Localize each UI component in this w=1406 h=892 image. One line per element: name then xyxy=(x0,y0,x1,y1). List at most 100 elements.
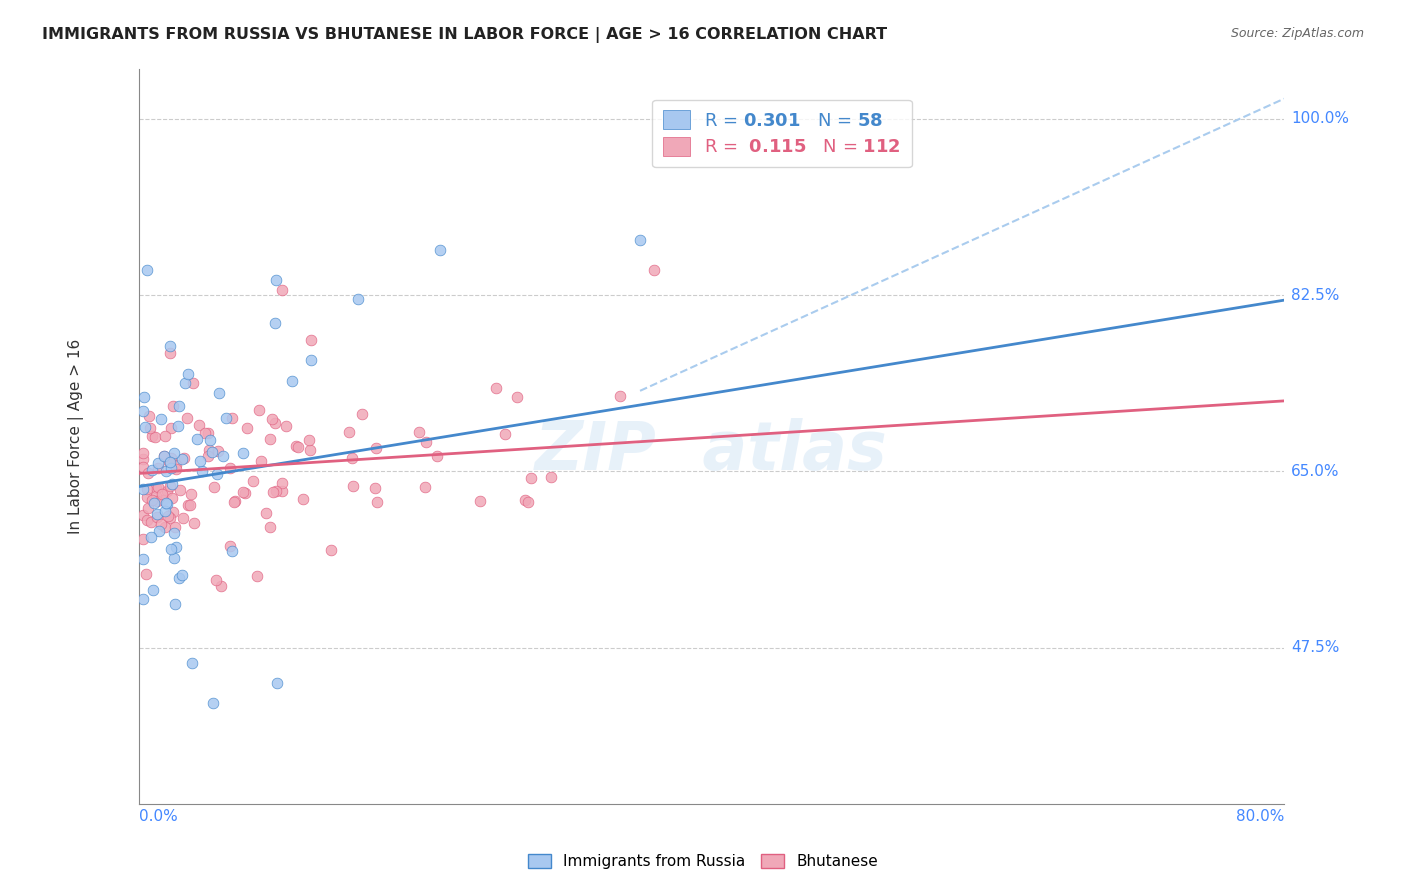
Point xyxy=(190,454,212,468)
Point xyxy=(170,568,193,582)
Point xyxy=(198,433,221,447)
Point xyxy=(141,428,163,442)
Point xyxy=(485,381,508,395)
Point xyxy=(155,496,177,510)
Text: IMMIGRANTS FROM RUSSIA VS BHUTANESE IN LABOR FORCE | AGE > 16 CORRELATION CHART: IMMIGRANTS FROM RUSSIA VS BHUTANESE IN L… xyxy=(42,27,887,43)
Point xyxy=(153,449,176,463)
Point xyxy=(160,491,183,506)
Point xyxy=(157,455,180,469)
Text: 82.5%: 82.5% xyxy=(1291,287,1340,302)
Point xyxy=(180,656,202,670)
Point xyxy=(157,509,180,524)
Point xyxy=(177,367,200,381)
Point xyxy=(202,480,225,494)
Point xyxy=(132,552,155,566)
Point xyxy=(181,376,204,391)
Point xyxy=(264,483,287,498)
Point xyxy=(152,493,174,508)
Point xyxy=(145,481,167,495)
Point xyxy=(160,460,183,475)
Point xyxy=(163,525,186,540)
Point xyxy=(198,442,221,457)
Point xyxy=(145,489,167,503)
Point xyxy=(132,532,155,546)
Point xyxy=(135,566,157,581)
Point xyxy=(136,512,159,526)
Point xyxy=(207,385,229,400)
Point xyxy=(191,464,214,478)
Point xyxy=(134,420,156,434)
Point xyxy=(274,419,297,434)
Point xyxy=(136,263,159,277)
Point xyxy=(156,484,179,499)
Point xyxy=(494,427,516,442)
Point xyxy=(163,446,186,460)
Point xyxy=(159,479,181,493)
Point xyxy=(136,482,159,496)
Text: 47.5%: 47.5% xyxy=(1291,640,1340,655)
Point xyxy=(169,483,191,497)
Point xyxy=(235,486,257,500)
Point xyxy=(162,551,184,566)
Point xyxy=(263,316,285,330)
Point xyxy=(342,450,364,465)
Point xyxy=(201,696,224,710)
Point xyxy=(224,493,246,508)
Point xyxy=(132,482,155,496)
Text: ZIP  atlas: ZIP atlas xyxy=(536,417,889,483)
Point xyxy=(264,416,287,430)
Point xyxy=(165,520,187,534)
Point xyxy=(201,444,224,458)
Point xyxy=(366,441,388,455)
Point xyxy=(162,400,184,414)
Point xyxy=(297,433,319,447)
Point xyxy=(180,487,202,501)
Point xyxy=(413,480,436,494)
Point xyxy=(628,233,651,247)
Point xyxy=(143,496,166,510)
Point xyxy=(159,511,181,525)
Point xyxy=(219,539,242,553)
Point xyxy=(337,425,360,439)
Point xyxy=(364,482,387,496)
Point xyxy=(259,519,281,533)
Point xyxy=(165,597,187,611)
Point xyxy=(132,451,155,466)
Point xyxy=(262,484,284,499)
Point xyxy=(186,432,208,446)
Point xyxy=(135,490,157,504)
Point xyxy=(218,460,240,475)
Point xyxy=(173,450,195,465)
Point xyxy=(166,419,188,434)
Point xyxy=(132,446,155,460)
Point xyxy=(138,409,160,424)
Point xyxy=(429,243,451,257)
Point xyxy=(197,426,219,441)
Point xyxy=(205,467,228,481)
Point xyxy=(468,494,491,508)
Point xyxy=(212,449,235,463)
Point xyxy=(259,432,281,446)
Point xyxy=(159,542,181,557)
Point xyxy=(516,494,538,508)
Point xyxy=(132,404,155,418)
Point xyxy=(540,469,562,483)
Point xyxy=(260,412,283,426)
Text: In Labor Force | Age > 16: In Labor Force | Age > 16 xyxy=(69,339,84,533)
Point xyxy=(139,516,162,530)
Point xyxy=(254,506,277,520)
Point xyxy=(132,508,155,522)
Point xyxy=(366,495,388,509)
Point xyxy=(170,452,193,467)
Point xyxy=(155,504,177,518)
Legend: R = $\bf{0.301}$   N = $\bf{58}$, R =  $\bf{0.115}$   N = $\bf{112}$: R = $\bf{0.301}$ N = $\bf{58}$, R = $\bf… xyxy=(652,100,912,167)
Point xyxy=(519,471,541,485)
Point xyxy=(235,421,257,435)
Point xyxy=(221,543,243,558)
Point xyxy=(132,459,155,474)
Point xyxy=(162,505,184,519)
Point xyxy=(159,339,181,353)
Point xyxy=(167,571,190,585)
Point xyxy=(153,449,176,463)
Point xyxy=(506,391,529,405)
